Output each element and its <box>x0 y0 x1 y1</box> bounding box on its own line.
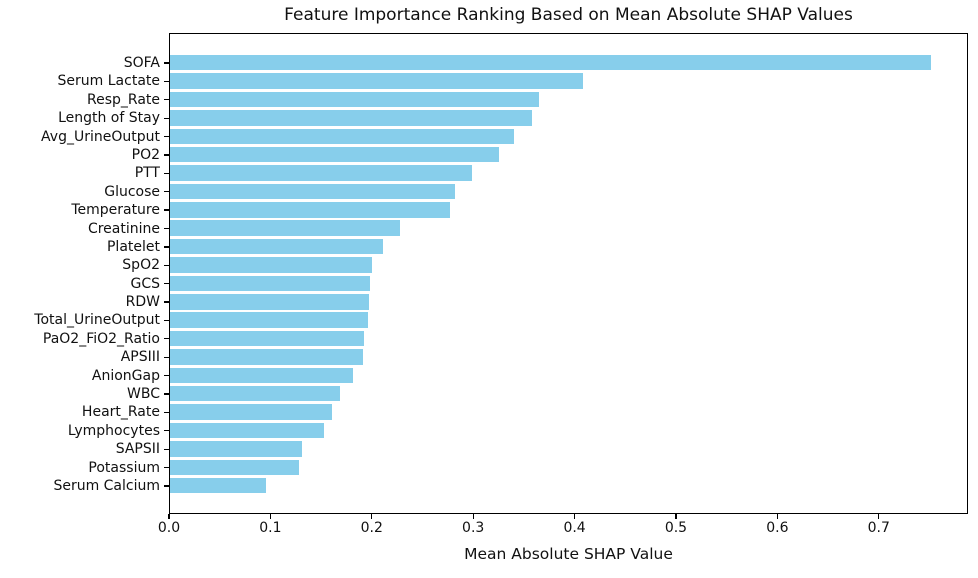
x-tick-label: 0.2 <box>360 520 383 536</box>
bar <box>170 422 325 439</box>
bar <box>170 257 372 273</box>
y-axis-label: SpO2 <box>122 257 160 274</box>
bar <box>170 110 532 126</box>
y-tick <box>164 172 169 174</box>
y-tick <box>164 264 169 266</box>
y-tick <box>164 62 169 64</box>
y-axis-label: Length of Stay <box>58 110 160 127</box>
y-axis-label: GCS <box>130 275 160 292</box>
bar <box>170 477 267 494</box>
y-axis-label: SOFA <box>123 55 160 71</box>
x-tick-label: 0.7 <box>867 520 890 536</box>
y-tick <box>164 374 169 377</box>
y-axis-label: Heart_Rate <box>81 404 160 421</box>
x-tick <box>472 514 474 519</box>
y-tick <box>164 191 169 193</box>
y-tick <box>164 338 169 340</box>
y-axis-label: AnionGap <box>91 367 160 384</box>
y-axis-label: Creatinine <box>87 220 160 237</box>
x-tick-label: 0.6 <box>766 520 789 536</box>
y-axis-label: Platelet <box>106 238 160 255</box>
y-tick <box>164 227 169 230</box>
y-tick <box>164 319 169 322</box>
y-tick <box>164 430 169 432</box>
bar <box>170 146 499 163</box>
bar <box>170 128 514 144</box>
x-tick <box>675 514 677 519</box>
y-tick <box>164 301 169 303</box>
y-tick <box>164 393 169 395</box>
bar <box>170 91 540 108</box>
y-axis-label: Total_UrineOutput <box>34 312 160 329</box>
x-tick <box>371 514 373 519</box>
x-tick-label: 0.5 <box>664 520 688 536</box>
x-tick <box>168 514 170 519</box>
bar <box>170 275 370 292</box>
y-tick <box>164 356 169 358</box>
x-tick-label: 0.1 <box>259 520 282 536</box>
x-tick-label: 0.4 <box>563 520 586 536</box>
y-axis-label: APSIII <box>120 349 160 366</box>
y-axis-label: PTT <box>134 165 160 182</box>
bar <box>170 183 455 200</box>
y-tick <box>164 466 169 469</box>
y-tick <box>164 448 169 450</box>
bar <box>170 220 401 236</box>
y-axis-label: Glucose <box>104 183 160 200</box>
bar <box>170 238 383 255</box>
x-tick-label: 0.3 <box>462 520 485 536</box>
y-axis-label: Temperature <box>71 202 160 219</box>
y-tick <box>164 135 169 138</box>
bar <box>170 404 333 420</box>
x-tick <box>573 514 576 519</box>
y-axis-label: PaO2_FiO2_Ratio <box>42 330 160 347</box>
y-axis-label: Serum Lactate <box>57 73 160 90</box>
y-tick <box>164 485 169 487</box>
x-tick <box>776 514 779 519</box>
x-axis-label: Mean Absolute SHAP Value <box>464 545 673 563</box>
y-tick <box>164 411 169 414</box>
y-tick <box>164 80 169 83</box>
y-axis-label: PO2 <box>131 146 160 163</box>
y-tick <box>164 283 169 285</box>
plot-area <box>169 33 968 514</box>
bar <box>170 459 299 476</box>
y-axis-label: Lymphocytes <box>67 422 160 439</box>
x-tick-label: 0.0 <box>157 520 181 536</box>
y-axis-label: WBC <box>127 386 160 403</box>
y-axis-label: Potassium <box>88 459 160 476</box>
y-tick <box>164 209 169 211</box>
y-axis-label: SAPSII <box>115 441 160 458</box>
bar <box>170 441 302 457</box>
y-tick <box>164 117 169 119</box>
y-tick <box>164 246 169 248</box>
y-axis-label: Serum Calcium <box>53 477 160 494</box>
bar <box>170 54 932 71</box>
bar <box>170 367 353 384</box>
y-axis-label: Resp_Rate <box>87 91 160 108</box>
y-axis-label: Avg_UrineOutput <box>41 128 160 145</box>
bar <box>170 312 368 328</box>
x-tick <box>269 514 272 519</box>
bar <box>170 349 363 365</box>
bar <box>170 165 473 181</box>
chart-title: Feature Importance Ranking Based on Mean… <box>284 5 853 25</box>
bar <box>170 73 583 89</box>
y-tick <box>164 154 169 156</box>
bar <box>170 294 369 310</box>
bar <box>170 330 364 347</box>
x-tick <box>878 514 880 519</box>
bar <box>170 385 341 402</box>
y-tick <box>164 99 169 101</box>
y-axis-label: RDW <box>125 294 160 311</box>
bar <box>170 202 450 218</box>
